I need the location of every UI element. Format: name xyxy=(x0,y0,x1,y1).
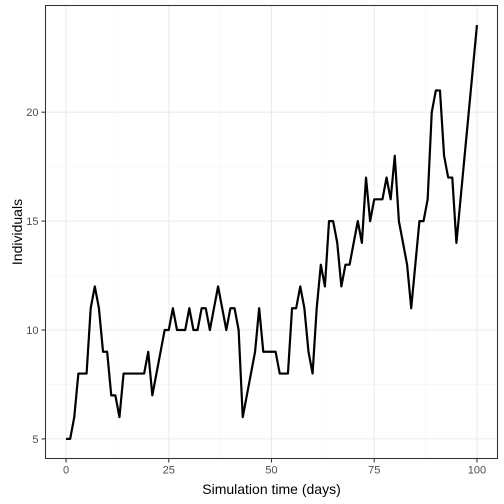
major-gridlines xyxy=(45,5,498,459)
y-tick-label: 10 xyxy=(26,325,38,337)
x-tick-label: 0 xyxy=(63,465,69,477)
x-tick-label: 75 xyxy=(368,465,380,477)
y-tick-label: 5 xyxy=(32,434,38,446)
x-tick-label: 100 xyxy=(468,465,486,477)
y-tick-label: 20 xyxy=(26,107,38,119)
x-tick-label: 50 xyxy=(265,465,277,477)
x-axis-title: Simulation time (days) xyxy=(202,481,341,497)
y-axis-title: Individuals xyxy=(9,199,25,265)
series-line xyxy=(66,24,479,440)
y-tick-label: 15 xyxy=(26,216,38,228)
x-axis: 0 25 50 75 100 xyxy=(63,458,486,477)
x-tick-label: 25 xyxy=(163,465,175,477)
y-axis: 5 10 15 20 xyxy=(26,107,46,446)
